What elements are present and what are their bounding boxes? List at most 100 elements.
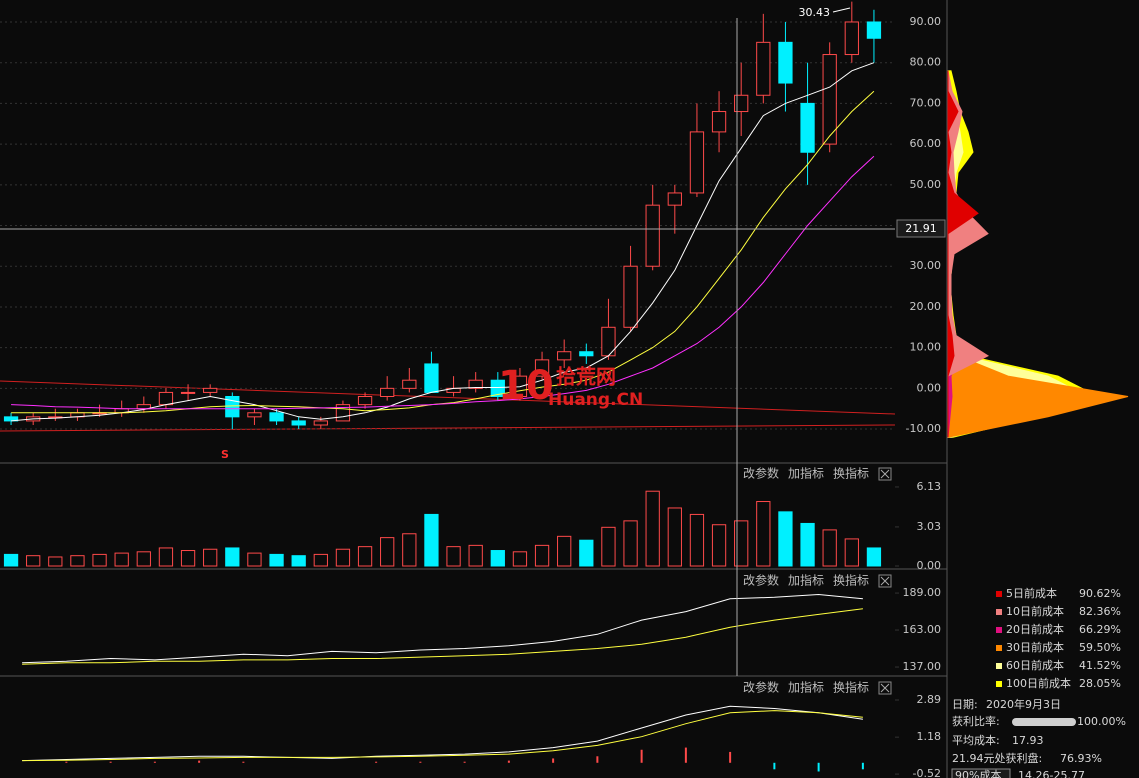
close-button[interactable]	[878, 681, 892, 695]
candle-body	[667, 192, 682, 206]
y-tick-label: 30.00	[910, 259, 942, 272]
profit-label: 获利比率:	[952, 714, 1000, 728]
volume-bar	[203, 548, 218, 567]
legend-ratio: 82.36%	[1079, 605, 1121, 618]
trend-line	[0, 380, 896, 415]
candle-body	[203, 387, 218, 393]
toolbar-button[interactable]: 加指标	[788, 466, 824, 481]
toolbar-button[interactable]: 换指标	[833, 680, 869, 695]
legend-swatch	[996, 663, 1002, 669]
range-label[interactable]: 90%成本	[955, 768, 1001, 778]
volume-bar	[380, 537, 395, 567]
profit: 100.00%	[1077, 715, 1126, 728]
toolbar-button[interactable]: 换指标	[833, 466, 869, 481]
date: 2020年9月3日	[986, 697, 1061, 711]
y-tick-label: -0.52	[913, 767, 941, 778]
candle-body	[180, 391, 196, 394]
legend-name: 20日前成本	[1006, 622, 1064, 636]
range: 14.26-25.77	[1018, 769, 1085, 778]
profit-bar	[1012, 718, 1076, 726]
indicator-line	[22, 593, 863, 664]
volume-bar	[711, 524, 727, 567]
volume-bar	[534, 544, 550, 567]
volume-bar	[247, 552, 262, 567]
volume-bar	[357, 546, 373, 567]
candle-body	[269, 412, 284, 422]
candle-body	[291, 420, 306, 426]
volume-bar	[866, 547, 882, 567]
legend-name: 10日前成本	[1006, 604, 1064, 618]
volume-bar	[180, 550, 196, 567]
candle-body	[778, 41, 793, 84]
candle-body	[424, 363, 439, 393]
date-label: 日期:	[952, 698, 978, 711]
y-tick-label: 60.00	[910, 137, 942, 150]
volume-bar	[26, 555, 41, 567]
legend-ratio: 41.52%	[1079, 659, 1121, 672]
candle-body	[734, 94, 749, 113]
volume-bar	[424, 513, 439, 567]
trend-line	[0, 424, 896, 432]
candle-body	[402, 379, 417, 389]
high-arrow	[832, 7, 851, 13]
toolbar-button[interactable]: 加指标	[788, 680, 824, 695]
close-icon	[880, 576, 890, 586]
legend-name: 5日前成本	[1006, 586, 1057, 600]
candle-body	[380, 387, 395, 397]
y-tick-label: -10.00	[906, 422, 941, 435]
candle-body	[534, 359, 550, 377]
candle-body	[800, 102, 815, 153]
candle-body	[3, 416, 19, 422]
y-tick-label: 0.00	[917, 381, 942, 394]
legend-ratio: 28.05%	[1079, 677, 1121, 690]
candle-body	[844, 21, 859, 56]
crosshair-value: 21.91	[905, 222, 937, 235]
close-button[interactable]	[878, 467, 892, 481]
volume-bar	[114, 552, 129, 567]
close-icon	[880, 683, 890, 693]
y-tick-label: 80.00	[910, 56, 942, 69]
volume-bar	[844, 538, 859, 567]
toolbar-button[interactable]: 改参数	[743, 466, 779, 481]
candle-body	[822, 54, 837, 145]
toolbar-button[interactable]: 加指标	[788, 573, 824, 588]
volume-bar	[291, 555, 306, 567]
crosshair-value-box	[896, 219, 946, 238]
volume-bar	[3, 553, 19, 567]
candle-body	[490, 379, 505, 397]
y-tick-label: 20.00	[910, 300, 942, 313]
moving-average-line	[11, 62, 875, 422]
range-select[interactable]	[951, 768, 1011, 778]
avg-label: 平均成本:	[952, 733, 1000, 747]
y-tick-label: 137.00	[903, 660, 942, 673]
moving-average-line	[11, 155, 875, 410]
volume-bar	[136, 551, 151, 567]
legend-swatch	[996, 609, 1002, 615]
volume-bar	[601, 526, 616, 567]
volume-bar	[778, 511, 793, 567]
volume-bar	[490, 550, 505, 567]
legend-name: 100日前成本	[1006, 676, 1071, 690]
toolbar-button[interactable]: 改参数	[743, 680, 779, 695]
candle-body	[756, 41, 771, 96]
volume-bar	[269, 553, 284, 567]
candle-body	[711, 111, 727, 133]
volume-bar	[446, 546, 461, 567]
volume-bar	[313, 553, 328, 567]
toolbar-button[interactable]: 改参数	[743, 573, 779, 588]
candle-body	[866, 21, 882, 39]
volume-bar	[158, 547, 174, 567]
at-price: 21.94元处获利盘:	[952, 751, 1042, 765]
chip-area	[947, 70, 979, 438]
candle-body	[579, 351, 594, 357]
y-tick-label: 1.18	[917, 730, 942, 743]
signal-marker: S	[221, 448, 229, 461]
legend-name: 30日前成本	[1006, 640, 1064, 654]
legend-ratio: 66.29%	[1079, 623, 1121, 636]
candle-body	[689, 131, 705, 194]
toolbar-button[interactable]: 换指标	[833, 573, 869, 588]
candle-body	[313, 420, 328, 426]
watermark-num: 10	[498, 363, 554, 409]
close-button[interactable]	[878, 574, 892, 588]
